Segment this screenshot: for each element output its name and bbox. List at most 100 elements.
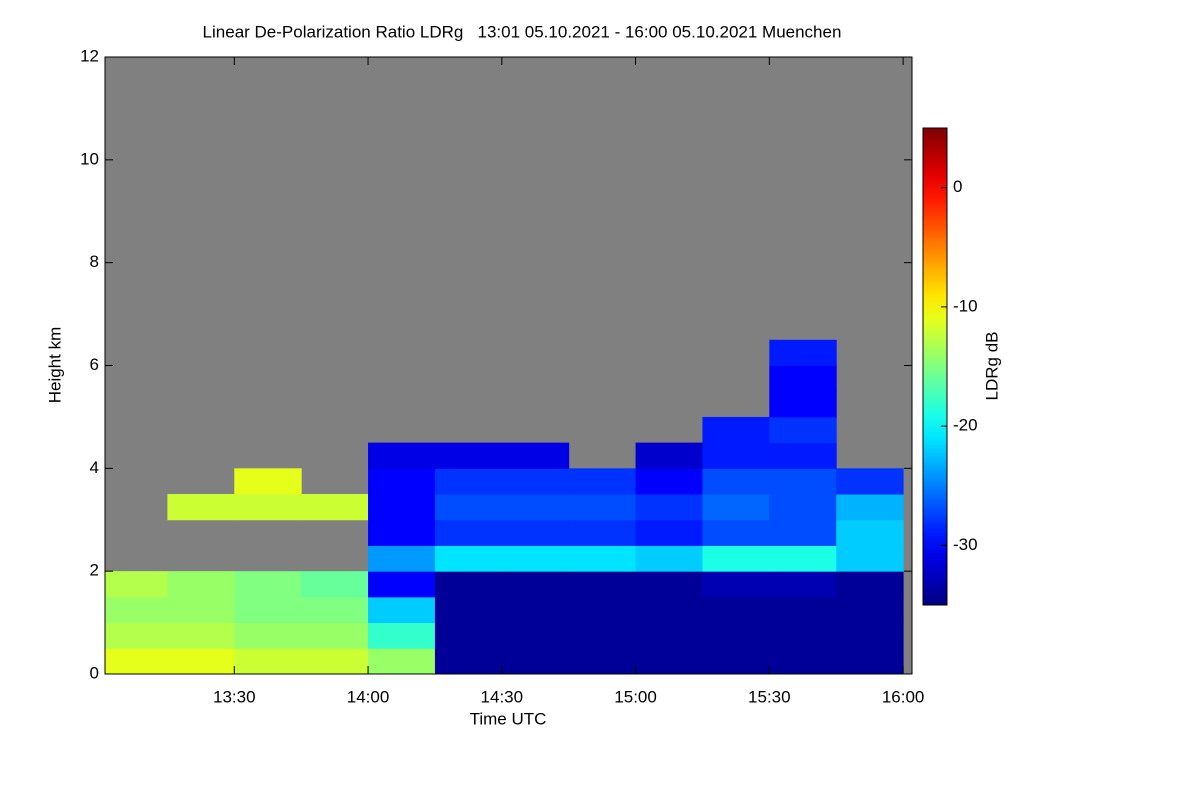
- heatmap-cell: [434, 468, 503, 495]
- heatmap-cell: [568, 648, 637, 674]
- heatmap-cell: [434, 519, 503, 546]
- heatmap-cell: [501, 519, 570, 546]
- heatmap-cell: [105, 622, 168, 649]
- heatmap-cell: [836, 519, 904, 546]
- heatmap-cell: [702, 519, 770, 546]
- heatmap-cell: [105, 648, 168, 674]
- heatmap-cell: [434, 648, 503, 674]
- heatmap-cell: [234, 596, 302, 624]
- heatmap-cell: [167, 596, 235, 624]
- heatmap-cell: [769, 391, 837, 418]
- heatmap-cell: [635, 494, 703, 521]
- heatmap-cell: [501, 571, 570, 598]
- heatmap-cell: [105, 571, 168, 598]
- heatmap-cell: [836, 468, 904, 495]
- heatmap-cell: [501, 622, 570, 649]
- heatmap-cell: [501, 545, 570, 572]
- heatmap-cell: [635, 571, 703, 598]
- y-axis-label: Height km: [45, 327, 64, 404]
- heatmap-cell: [702, 596, 770, 624]
- heatmap-cell: [234, 468, 302, 495]
- heatmap-cell: [769, 545, 837, 572]
- heatmap-cell: [568, 468, 637, 495]
- heatmap-cell: [702, 416, 770, 444]
- heatmap-cell: [301, 571, 369, 598]
- heatmap-cell: [234, 494, 302, 521]
- heatmap-cell: [301, 622, 369, 649]
- heatmap-cell: [368, 442, 436, 469]
- heatmap-cell: [769, 596, 837, 624]
- colorbar-tick-label: 0: [953, 177, 962, 196]
- heatmap-cell: [836, 494, 904, 521]
- heatmap-cell: [568, 494, 637, 521]
- heatmap-cell: [167, 494, 235, 521]
- x-axis-label: Time UTC: [470, 709, 547, 728]
- y-tick-label: 0: [90, 663, 99, 682]
- heatmap-cell: [368, 622, 436, 649]
- heatmap-cell: [635, 545, 703, 572]
- heatmap-cell: [434, 622, 503, 649]
- heatmap-cell: [635, 648, 703, 674]
- heatmap-cell: [836, 545, 904, 572]
- heatmap-cell: [368, 648, 436, 674]
- heatmap-cell: [769, 648, 837, 674]
- heatmap-cell: [501, 648, 570, 674]
- heatmap-cell: [769, 442, 837, 469]
- heatmap-cell: [702, 442, 770, 469]
- heatmap-cell: [635, 622, 703, 649]
- heatmap-cell: [501, 596, 570, 624]
- heatmap-cell: [836, 622, 904, 649]
- heatmap-cell: [434, 571, 503, 598]
- heatmap-cell: [769, 468, 837, 495]
- heatmap-cell: [769, 622, 837, 649]
- heatmap-cell: [105, 596, 168, 624]
- heatmap-cell: [836, 571, 904, 598]
- heatmap-cell: [501, 442, 570, 469]
- heatmap-cell: [568, 571, 637, 598]
- heatmap-cell: [301, 494, 369, 521]
- heatmap-cell: [301, 596, 369, 624]
- heatmap-cell: [167, 648, 235, 674]
- heatmap-cell: [368, 571, 436, 598]
- heatmap-cell: [635, 596, 703, 624]
- heatmap-cell: [769, 365, 837, 392]
- heatmap-cell: [769, 494, 837, 521]
- heatmap-cell: [167, 571, 235, 598]
- colorbar-tick-label: -20: [953, 416, 978, 435]
- x-tick-label: 14:30: [481, 687, 524, 706]
- y-tick-label: 4: [90, 458, 99, 477]
- heatmap-cell: [368, 545, 436, 572]
- y-tick-label: 10: [80, 149, 99, 168]
- x-tick-label: 16:00: [882, 687, 925, 706]
- heatmap-cell: [368, 468, 436, 495]
- heatmap-cell: [702, 494, 770, 521]
- heatmap-cell: [234, 571, 302, 598]
- heatmap-cell: [568, 596, 637, 624]
- heatmap-cell: [702, 648, 770, 674]
- heatmap-cell: [434, 596, 503, 624]
- heatmap-cell: [702, 468, 770, 495]
- heatmap-cell: [769, 416, 837, 444]
- heatmap-cell: [635, 468, 703, 495]
- heatmap-cell: [434, 545, 503, 572]
- heatmap-cell: [368, 596, 436, 624]
- heatmap-cell: [568, 519, 637, 546]
- heatmap-cell: [234, 622, 302, 649]
- heatmap-cell: [836, 596, 904, 624]
- chart-title: Linear De-Polarization Ratio LDRg 13:01 …: [203, 22, 842, 41]
- heatmap-cell: [368, 519, 436, 546]
- heatmap-cell: [301, 648, 369, 674]
- heatmap-cell: [769, 571, 837, 598]
- heatmap-cell: [635, 519, 703, 546]
- colorbar: [922, 127, 948, 606]
- heatmap-cell: [234, 648, 302, 674]
- heatmap-cell: [434, 494, 503, 521]
- x-tick-label: 15:00: [614, 687, 657, 706]
- colorbar-label: LDRg dB: [982, 332, 1001, 401]
- heatmap-cell: [702, 545, 770, 572]
- plot-area: [105, 57, 912, 674]
- x-tick-label: 13:30: [213, 687, 256, 706]
- heatmap-cell: [368, 494, 436, 521]
- y-tick-label: 12: [80, 46, 99, 65]
